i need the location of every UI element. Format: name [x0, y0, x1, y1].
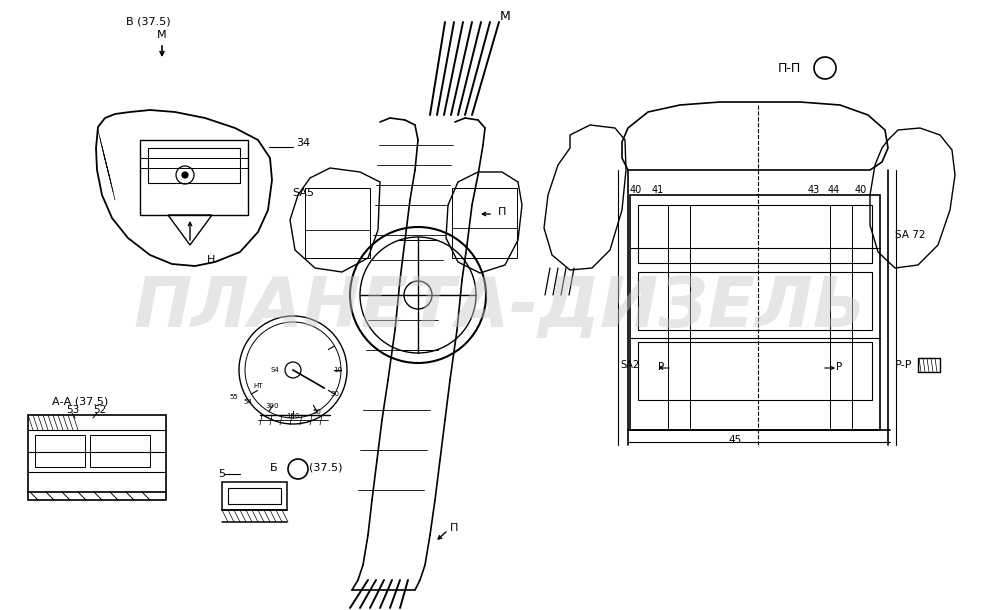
Text: SA 72: SA 72 — [895, 230, 926, 240]
Text: 55: 55 — [230, 395, 238, 401]
Text: (37.5): (37.5) — [309, 463, 342, 473]
Text: 50: 50 — [313, 409, 321, 415]
Text: S4: S4 — [271, 367, 279, 373]
Bar — [148, 148, 240, 183]
Text: П-П: П-П — [778, 62, 801, 74]
Text: 44: 44 — [828, 185, 840, 195]
Text: Н: Н — [207, 255, 215, 265]
Circle shape — [182, 172, 188, 178]
Bar — [918, 358, 940, 372]
Text: 40: 40 — [855, 185, 867, 195]
Text: 300: 300 — [265, 403, 279, 409]
Text: 45: 45 — [728, 435, 742, 445]
Bar — [228, 488, 281, 504]
Text: 41: 41 — [652, 185, 664, 195]
Bar — [35, 435, 85, 467]
Text: Р: Р — [658, 362, 664, 372]
Text: 10: 10 — [334, 367, 342, 373]
Text: П: П — [450, 523, 458, 533]
Text: П: П — [498, 207, 506, 217]
Text: 34: 34 — [296, 138, 310, 148]
Text: 150: 150 — [286, 413, 300, 419]
Text: М: М — [157, 30, 167, 40]
Bar — [305, 188, 370, 258]
Text: Б: Б — [270, 463, 278, 473]
Text: 53: 53 — [66, 405, 79, 415]
Bar — [638, 205, 872, 263]
Bar — [452, 188, 517, 258]
Text: SA5: SA5 — [292, 188, 314, 198]
Bar — [140, 140, 248, 215]
Text: 30: 30 — [330, 391, 339, 397]
Text: А-А (37.5): А-А (37.5) — [52, 397, 108, 407]
Text: Р-Р: Р-Р — [895, 360, 912, 370]
Text: М: М — [500, 10, 510, 23]
Text: SA2: SA2 — [620, 360, 639, 370]
Text: Р: Р — [836, 362, 842, 372]
Text: 52: 52 — [93, 405, 106, 415]
Bar — [90, 435, 150, 467]
Text: НТ: НТ — [254, 383, 263, 389]
Bar — [222, 482, 287, 510]
Text: 54: 54 — [244, 398, 252, 404]
Text: 43: 43 — [808, 185, 820, 195]
Text: 5: 5 — [218, 469, 225, 479]
Bar — [638, 272, 872, 330]
Bar — [28, 415, 166, 500]
Text: В (37.5): В (37.5) — [126, 17, 170, 27]
Bar — [630, 195, 880, 430]
Text: 40: 40 — [630, 185, 642, 195]
Text: ПЛАНЕТА-ДИЗЕЛЬ: ПЛАНЕТА-ДИЗЕЛЬ — [134, 274, 866, 342]
Bar — [638, 342, 872, 400]
